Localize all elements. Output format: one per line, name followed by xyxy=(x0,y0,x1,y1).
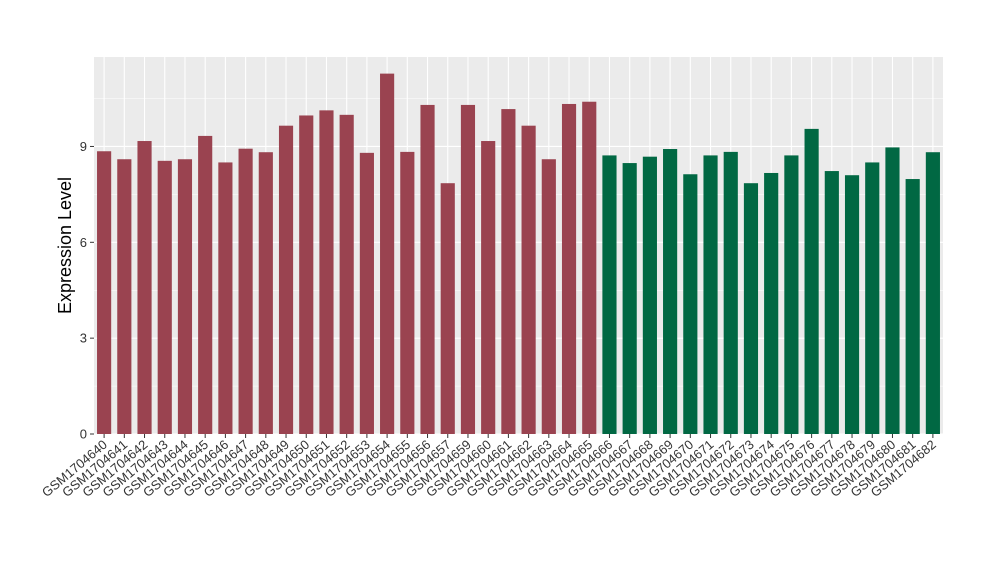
y-tick-label: 6 xyxy=(80,235,87,250)
bar-GSM1704655 xyxy=(400,151,415,434)
bar-GSM1704640 xyxy=(97,151,112,434)
y-tick-label: 3 xyxy=(80,331,87,346)
bar-GSM1704666 xyxy=(602,155,617,435)
bar-GSM1704675 xyxy=(784,155,799,435)
bar-GSM1704649 xyxy=(278,125,294,435)
bar-GSM1704663 xyxy=(541,159,556,434)
bar-GSM1704652 xyxy=(339,114,354,434)
bars xyxy=(97,73,940,435)
bar-GSM1704682 xyxy=(925,152,940,434)
bar-GSM1704667 xyxy=(622,163,637,435)
bar-GSM1704670 xyxy=(683,174,698,434)
x-axis: GSM1704640GSM1704641GSM1704642GSM1704643… xyxy=(39,434,939,500)
bar-GSM1704647 xyxy=(238,148,253,434)
bar-GSM1704681 xyxy=(905,179,920,434)
bar-GSM1704642 xyxy=(137,141,152,434)
bar-GSM1704662 xyxy=(521,125,536,435)
bar-GSM1704672 xyxy=(723,151,738,434)
bar-GSM1704644 xyxy=(177,159,193,434)
bar-GSM1704646 xyxy=(218,162,233,435)
bar-GSM1704678 xyxy=(844,175,860,435)
y-tick-label: 9 xyxy=(80,139,87,154)
bar-GSM1704673 xyxy=(743,183,759,434)
bar-GSM1704669 xyxy=(663,149,678,435)
bar-GSM1704661 xyxy=(501,109,516,434)
bar-GSM1704641 xyxy=(117,159,132,434)
y-tick-label: 0 xyxy=(80,427,87,442)
bar-GSM1704677 xyxy=(824,171,839,434)
bar-GSM1704654 xyxy=(380,73,395,434)
bar-GSM1704657 xyxy=(440,183,455,434)
bar-GSM1704645 xyxy=(198,135,213,434)
bar-GSM1704643 xyxy=(157,160,172,434)
bar-GSM1704651 xyxy=(319,110,334,434)
bar-GSM1704660 xyxy=(481,141,496,434)
bar-GSM1704653 xyxy=(359,152,374,434)
bar-GSM1704679 xyxy=(865,162,880,435)
bar-GSM1704650 xyxy=(299,115,314,434)
bar-GSM1704656 xyxy=(420,104,435,434)
bar-GSM1704648 xyxy=(258,152,273,434)
bar-GSM1704676 xyxy=(804,128,819,434)
bar-GSM1704671 xyxy=(703,155,718,435)
y-axis: 0 3 6 9 xyxy=(80,139,94,442)
bar-GSM1704668 xyxy=(642,156,657,435)
plot-panel xyxy=(94,57,943,434)
bar-GSM1704680 xyxy=(885,147,900,434)
bar-GSM1704664 xyxy=(561,103,577,434)
y-axis-title: Expression Level xyxy=(55,177,75,314)
bar-GSM1704659 xyxy=(460,104,476,434)
bar-GSM1704674 xyxy=(764,172,779,435)
bar-GSM1704665 xyxy=(582,101,597,434)
